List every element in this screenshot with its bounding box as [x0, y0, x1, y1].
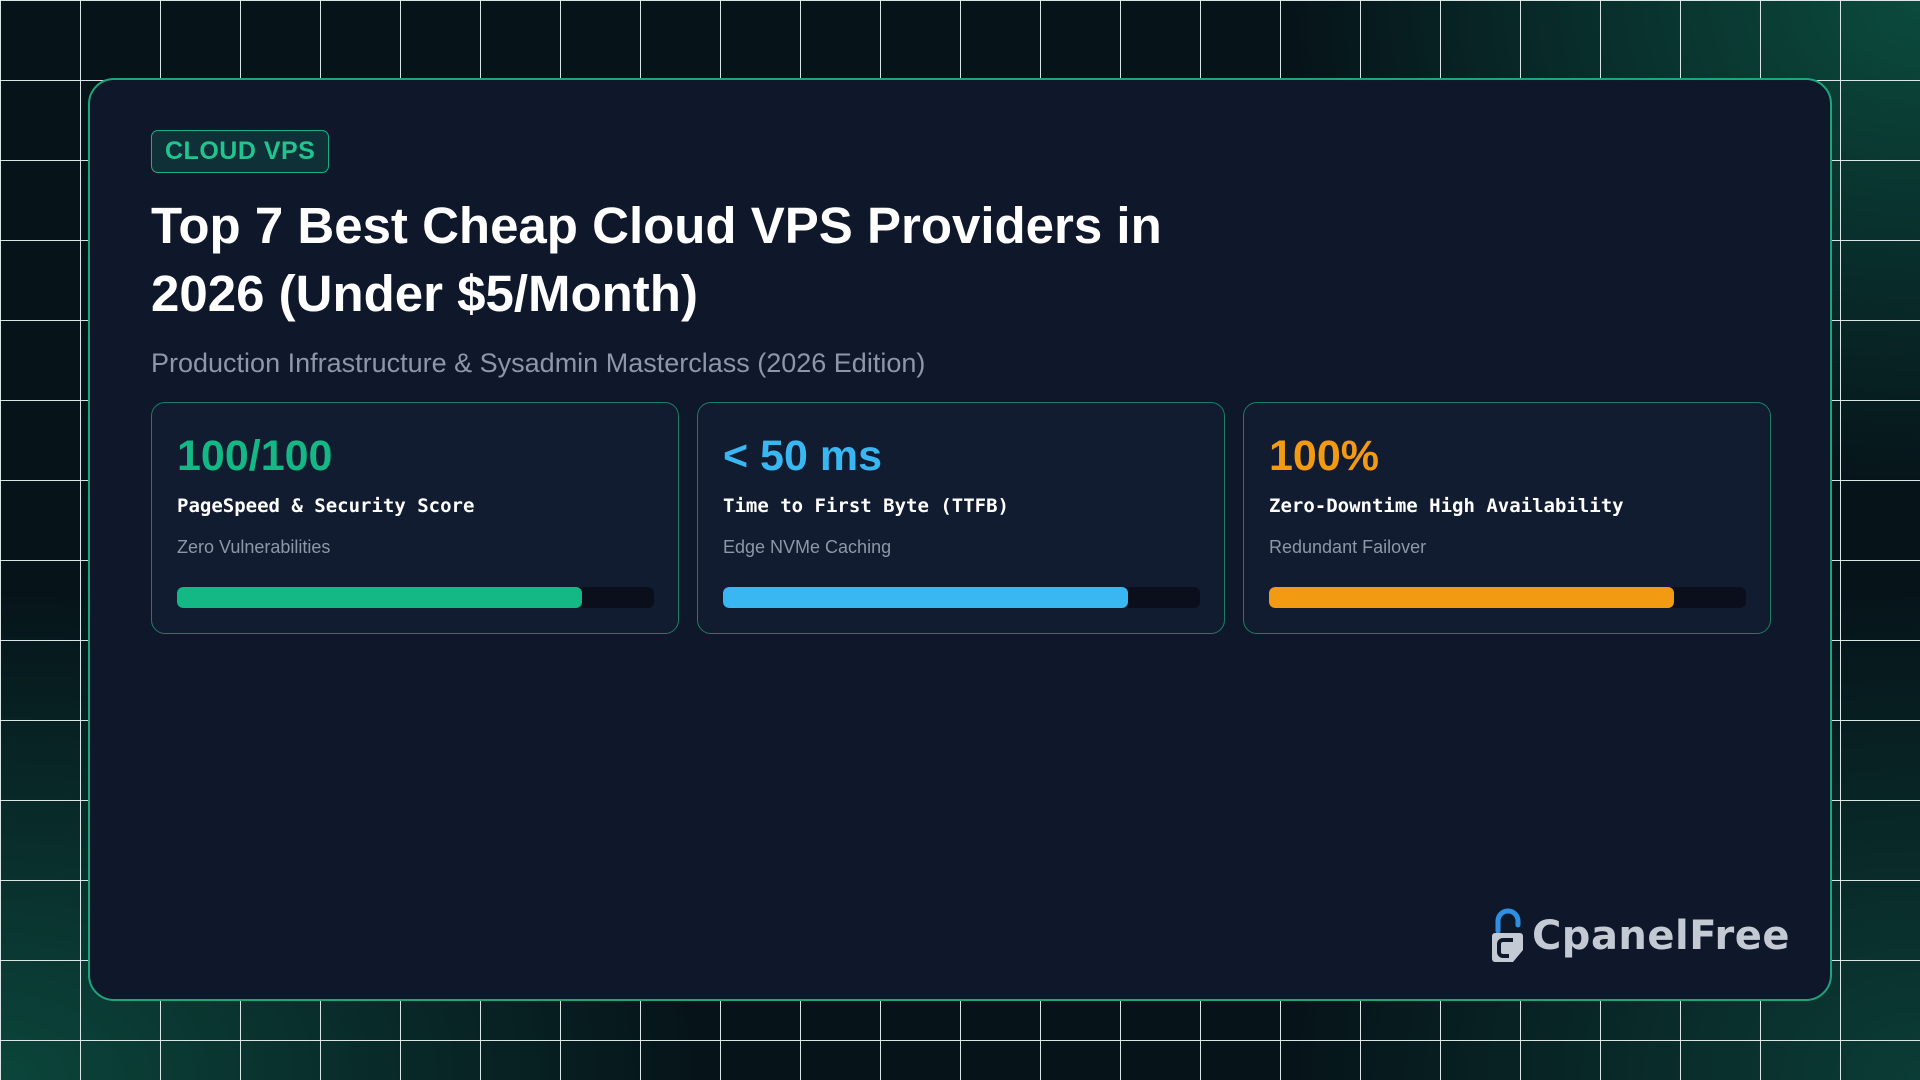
padlock-c-icon [1491, 908, 1523, 962]
hero-card: CLOUD VPS Top 7 Best Cheap Cloud VPS Pro… [88, 78, 1832, 1001]
stat-value: 100% [1269, 432, 1379, 480]
progress-bar [1269, 587, 1746, 608]
stat-caption: Edge NVMe Caching [723, 537, 892, 557]
progress-bar [723, 587, 1200, 608]
stat-value: 100/100 [177, 432, 333, 480]
stat-card-pagespeed: 100/100 PageSpeed & Security Score Zero … [151, 402, 679, 634]
stat-label: Time to First Byte (TTFB) [723, 495, 1009, 517]
brand-name: CpanelFree [1531, 913, 1790, 959]
brand-logo: CpanelFree [1486, 907, 1790, 965]
stat-caption: Redundant Failover [1269, 537, 1427, 557]
page-title: Top 7 Best Cheap Cloud VPS Providers in … [151, 197, 1162, 322]
progress-fill [177, 587, 583, 608]
stat-label: PageSpeed & Security Score [177, 495, 475, 517]
stat-caption: Zero Vulnerabilities [177, 537, 331, 557]
category-badge: CLOUD VPS [151, 130, 330, 173]
stats-row: 100/100 PageSpeed & Security Score Zero … [151, 402, 1771, 634]
progress-fill [723, 587, 1129, 608]
progress-fill [1269, 587, 1675, 608]
stat-label: Zero-Downtime High Availability [1269, 495, 1624, 517]
progress-bar [177, 587, 654, 608]
stat-value: < 50 ms [723, 432, 882, 480]
page-subtitle: Production Infrastructure & Sysadmin Mas… [151, 348, 926, 378]
stat-card-availability: 100% Zero-Downtime High Availability Red… [1243, 402, 1771, 634]
stat-card-ttfb: < 50 ms Time to First Byte (TTFB) Edge N… [697, 402, 1225, 634]
